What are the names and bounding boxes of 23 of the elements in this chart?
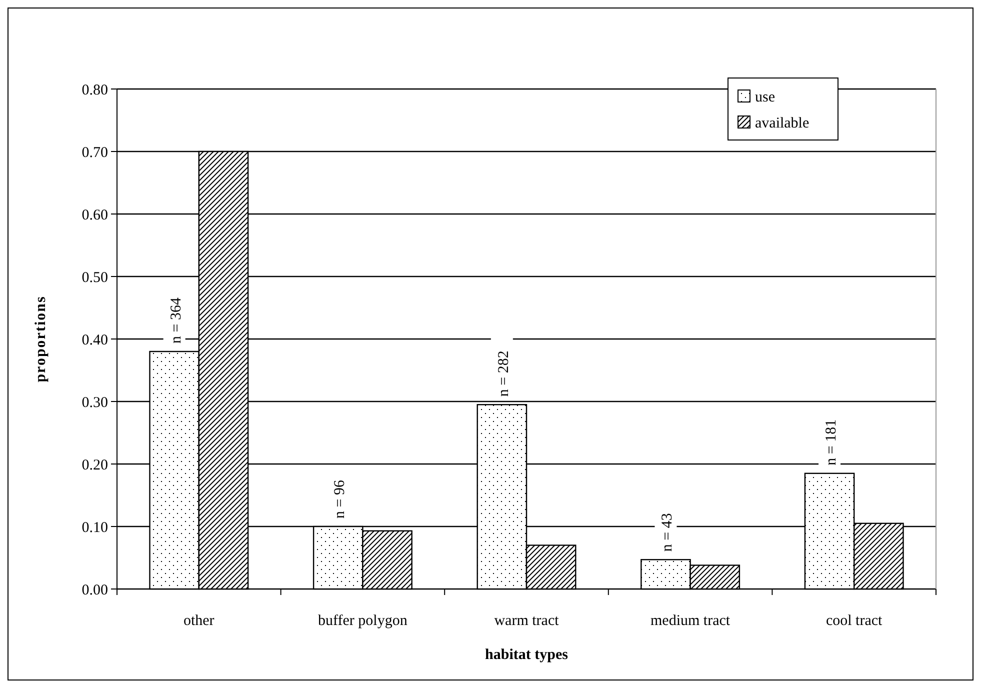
annotation: n = 43 [660,513,676,552]
x-tick-label: buffer polygon [318,613,408,629]
x-tick-label: warm tract [494,613,560,629]
legend-label: available [755,115,810,132]
y-tick-label: 0.10 [82,520,108,536]
y-tick-label: 0.70 [82,144,108,161]
annotation: n = 181 [824,419,840,466]
annotation: n = 96 [332,480,348,518]
legend-label: use [755,89,776,106]
y-tick-label: 0.50 [82,270,108,286]
x-axis-title: habitat types [485,647,568,663]
y-tick-label: 0.60 [82,207,108,224]
y-tick-label: 0.20 [82,457,108,474]
y-tick-label: 0.00 [82,582,108,598]
y-tick-label: 0.40 [82,332,108,348]
y-tick-label: 0.80 [82,82,108,98]
x-tick-label: cool tract [826,613,884,629]
x-tick-label: other [183,613,214,629]
annotation: n = 282 [496,350,512,397]
annotation: n = 364 [168,297,184,344]
y-tick-label: 0.30 [82,394,108,411]
x-tick-label: medium tract [650,613,731,629]
y-axis-title: proportions [33,296,49,382]
